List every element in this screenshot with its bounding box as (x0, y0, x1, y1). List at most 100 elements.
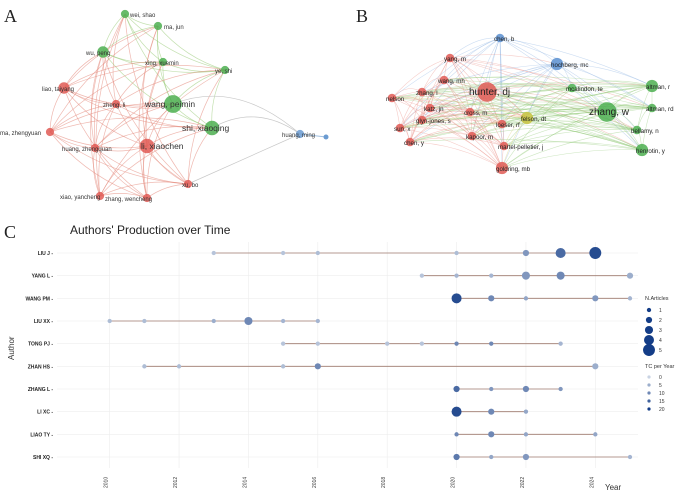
network-b-edge (421, 87, 573, 121)
point-liu-j-2013 (211, 250, 216, 256)
network-b-edge (486, 82, 653, 93)
network-a-node-huang-ming (295, 129, 305, 139)
network-b-edge (399, 122, 638, 131)
network-b-node-altman-rd (647, 103, 657, 113)
network-b-edge (501, 120, 638, 131)
network-a-label-zhang-wencheng: zhang, wencheng (105, 197, 152, 203)
network-a-label-wei-shao: wei, shao (129, 13, 156, 19)
network-b-edge (503, 129, 638, 147)
network-b-edge (471, 87, 573, 137)
network-a-edge (99, 127, 213, 197)
network-b-edge (421, 115, 503, 125)
network-b-edge (429, 107, 643, 151)
point-zhan-hs-2015 (280, 364, 286, 369)
network-b-edge (499, 37, 505, 147)
point-yang-l-2019 (419, 273, 425, 278)
network-b-edge (503, 85, 653, 147)
network-b-edge (449, 57, 528, 119)
network-b-edge (499, 37, 558, 65)
network-a-node-ma-zhengyuan (45, 127, 55, 137)
network-b-edge (501, 87, 573, 125)
point-wang-pm-2024 (592, 295, 599, 302)
point-tong-pj-2016 (315, 341, 320, 346)
network-a-node-extra (323, 134, 329, 140)
point-liu-j-2024 (589, 247, 602, 259)
network-b-label-yang-m: yang, m (444, 56, 466, 63)
network-a-edge (211, 116, 301, 135)
network-b-edge (421, 91, 505, 147)
network-b-edge (421, 82, 653, 93)
network-b-edge (399, 37, 501, 129)
network-b-label-nelson: nelson (386, 96, 405, 103)
network-b-edge (443, 79, 503, 169)
network-b-edge (409, 123, 503, 143)
network-b-node-mcalindon-te (567, 83, 577, 93)
network-b-edge (449, 57, 653, 109)
network-b-node-glyn-jones-s (417, 115, 427, 125)
network-a-edge (94, 103, 174, 149)
y-tick-label: TONG PJ - (28, 342, 53, 348)
point-liu-j-2015 (280, 250, 286, 256)
network-a-node-xu-bo (183, 179, 193, 189)
network-b-edge (449, 54, 558, 65)
y-axis-title: Author (7, 336, 16, 360)
network-b-edge (443, 79, 638, 131)
network-b-label-bellamy-n: bellamy, n (631, 128, 659, 135)
network-b-node-zhang-l (417, 87, 427, 97)
network-a-label-huang-zhengquan: huang, zhengquan (62, 147, 112, 153)
point-shi-xq-2021 (489, 454, 494, 460)
network-b-edge (526, 85, 653, 119)
network-b-edge (391, 95, 653, 109)
network-a-edge (49, 103, 174, 133)
network-a-edge (94, 103, 117, 149)
network-a-edge (99, 181, 189, 197)
network-b-edge (501, 63, 558, 169)
network-b-edge (429, 85, 653, 109)
network-b-node-wang-mh (439, 75, 449, 85)
network-b-edge (421, 91, 608, 113)
network-b-edge (526, 117, 643, 151)
network-a-edge (94, 69, 226, 149)
legend-tc-dot (647, 383, 651, 387)
network-b-node-hunter-dj (477, 82, 497, 102)
network-b-edge (486, 91, 638, 131)
network-a-node-ye-shi (220, 65, 230, 75)
network-b-edge (499, 37, 503, 125)
network-b-edge (469, 37, 501, 113)
network-a-edge (187, 133, 301, 185)
network-a-edge (172, 95, 301, 135)
network-b-edge (399, 111, 471, 129)
x-tick-label: 2024 (589, 477, 595, 488)
legend-tc-label: 20 (659, 407, 665, 413)
network-b-edge (399, 79, 445, 129)
network-b-edge (421, 91, 528, 119)
network-b-node-chen-y (405, 137, 415, 147)
network-b-edge (556, 63, 638, 131)
network-b-edge (501, 123, 643, 151)
point-wang-pm-2022 (523, 296, 529, 301)
network-b-edge (501, 149, 643, 169)
y-tick-label: LIU J - (38, 251, 54, 257)
network-a-label-ma-jun: ma, jun (164, 25, 184, 31)
network-a-edge (90, 51, 104, 149)
network-b-edge (443, 77, 573, 89)
point-liao-ty-2022 (523, 432, 529, 437)
network-a-edge (102, 25, 159, 53)
chart-title: Authors' Production over Time (70, 223, 231, 237)
point-tong-pj-2019 (419, 341, 425, 346)
network-b-edge (486, 91, 608, 113)
point-zhang-l-2023 (558, 386, 563, 392)
network-b-label-altman-rd: altman, rd (646, 106, 674, 113)
network-a-edge (94, 126, 213, 149)
network-a-label-wang-peimin: wang, peimin (144, 99, 195, 109)
network-b-edge (469, 103, 653, 113)
network-a-edge (112, 13, 126, 105)
network-b-edge (421, 119, 505, 147)
network-b-edge (471, 126, 638, 137)
network-b-label-altman-r: altman, r (646, 84, 670, 91)
network-b-edge (503, 107, 653, 147)
point-zhan-hs-2012 (176, 364, 182, 369)
network-b-label-hunter-dj: hunter, dj (469, 87, 510, 98)
network-a-edge (93, 147, 101, 197)
network-b-edge (421, 119, 503, 169)
